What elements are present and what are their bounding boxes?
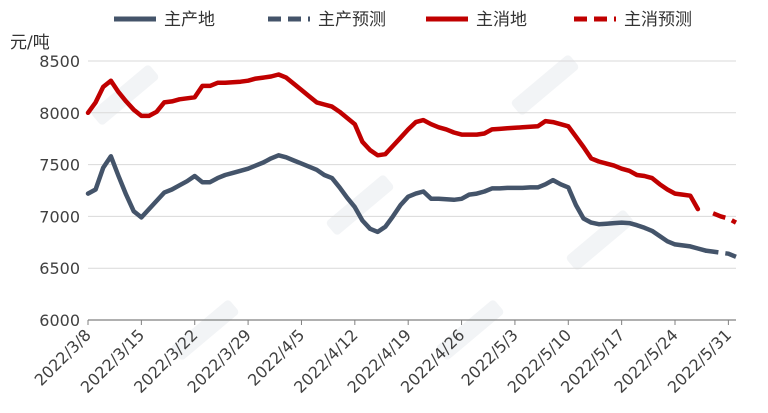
y-tick-label: 6000 [39, 311, 80, 330]
watermark-mark [511, 55, 579, 115]
y-tick-label: 8000 [39, 104, 80, 123]
series-line-0 [85, 153, 708, 253]
series-lines [85, 72, 738, 259]
watermark-mark [326, 175, 394, 235]
y-tick-label: 6500 [39, 259, 80, 278]
series-line-3 [712, 211, 738, 225]
y-tick-label: 8500 [39, 52, 80, 71]
gridlines [88, 60, 736, 269]
y-tick-label: 7500 [39, 156, 80, 175]
watermark-mark [436, 300, 504, 360]
y-axis-unit-label: 元/吨 [10, 33, 50, 53]
series-line-1 [705, 248, 737, 259]
y-tick-labels: 6000 6500 7000 7500 8000 8500 [39, 52, 80, 330]
legend-label-2: 主消地 [476, 10, 527, 30]
y-tick-label: 7000 [39, 207, 80, 226]
x-axis: 2022/3/82022/3/152022/3/222022/3/292022/… [31, 319, 736, 397]
legend-label-3: 主消预测 [624, 10, 692, 30]
watermark-mark [91, 65, 159, 125]
watermark-mark [171, 300, 239, 360]
watermark-mark [566, 210, 634, 270]
legend: 主产地 主产预测 主消地 主消预测 [114, 10, 692, 30]
legend-label-1: 主产预测 [318, 10, 386, 30]
legend-label-0: 主产地 [164, 10, 215, 30]
series-line-2 [85, 72, 701, 212]
